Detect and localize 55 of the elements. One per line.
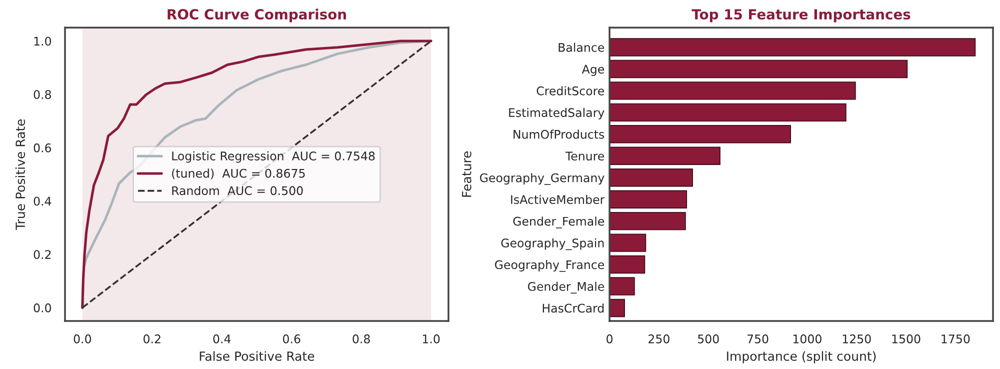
x-tick-label: 500	[698, 334, 719, 344]
x-axis-title: Importance (split count)	[727, 351, 876, 364]
legend-label: Random AUC = 0.500	[172, 186, 303, 196]
y-tick-label: Balance	[558, 42, 604, 52]
y-tick-label: CreditScore	[536, 86, 604, 96]
x-tick-label: 1000	[793, 334, 822, 344]
y-tick-label: HasCrCard	[542, 304, 604, 313]
y-tick-label: 0.6	[34, 143, 52, 152]
bar	[610, 103, 846, 122]
bar	[610, 146, 720, 165]
chart-title: ROC Curve Comparison	[168, 8, 346, 22]
x-tick-label: 0.6	[282, 334, 300, 344]
y-tick-label: Tenure	[565, 152, 604, 161]
bar	[610, 277, 635, 296]
x-tick-label: 750	[747, 334, 768, 344]
y-tick-label: Gender_Male	[528, 282, 604, 294]
bar	[610, 60, 908, 78]
x-tick-label: 250	[648, 334, 670, 344]
bar	[610, 212, 686, 230]
y-tick-label: 0.0	[34, 303, 52, 312]
y-tick-label: Geography_Germany	[480, 173, 604, 185]
legend-label: Logistic Regression AUC = 0.7548	[172, 151, 375, 163]
y-tick-label: Geography_Spain	[501, 238, 604, 250]
y-tick-label: Age	[582, 64, 604, 76]
x-tick-label: 1.0	[422, 334, 440, 344]
x-axis-title: False Positive Rate	[200, 351, 314, 361]
bar	[610, 190, 688, 208]
bar	[610, 125, 792, 144]
x-tick-label: 1750	[942, 334, 970, 344]
bar	[610, 82, 856, 100]
bar	[610, 168, 693, 187]
y-tick-label: 1.0	[34, 36, 52, 46]
legend-label: (tuned) AUC = 0.8675	[172, 168, 305, 180]
y-tick-label: EstimatedSalary	[509, 108, 604, 120]
bar	[610, 234, 646, 252]
chart-title: Top 15 Feature Importances	[692, 9, 910, 22]
y-tick-label: IsActiveMember	[511, 194, 605, 204]
y-tick-label: Gender_Female	[513, 216, 604, 228]
y-tick-label: NumOfProducts	[514, 130, 604, 139]
bar	[610, 38, 976, 56]
bar	[610, 298, 625, 318]
y-tick-label: 0.8	[34, 90, 51, 99]
x-tick-label: 0.8	[352, 334, 370, 344]
y-axis-title: True Positive Rate	[15, 119, 26, 230]
y-axis-title: Feature	[462, 151, 472, 197]
x-tick-label: 1500	[892, 334, 920, 344]
y-tick-label: 0.2	[34, 250, 51, 260]
x-tick-label: 1250	[842, 334, 871, 344]
x-tick-label: 0.2	[144, 334, 160, 344]
x-tick-label: 0.0	[74, 334, 92, 344]
y-tick-label: 0.4	[34, 196, 52, 206]
bar	[610, 255, 646, 274]
y-tick-label: Geography_France	[494, 260, 604, 272]
x-tick-label: 0.4	[213, 334, 231, 344]
x-tick-label: 0	[606, 334, 612, 344]
